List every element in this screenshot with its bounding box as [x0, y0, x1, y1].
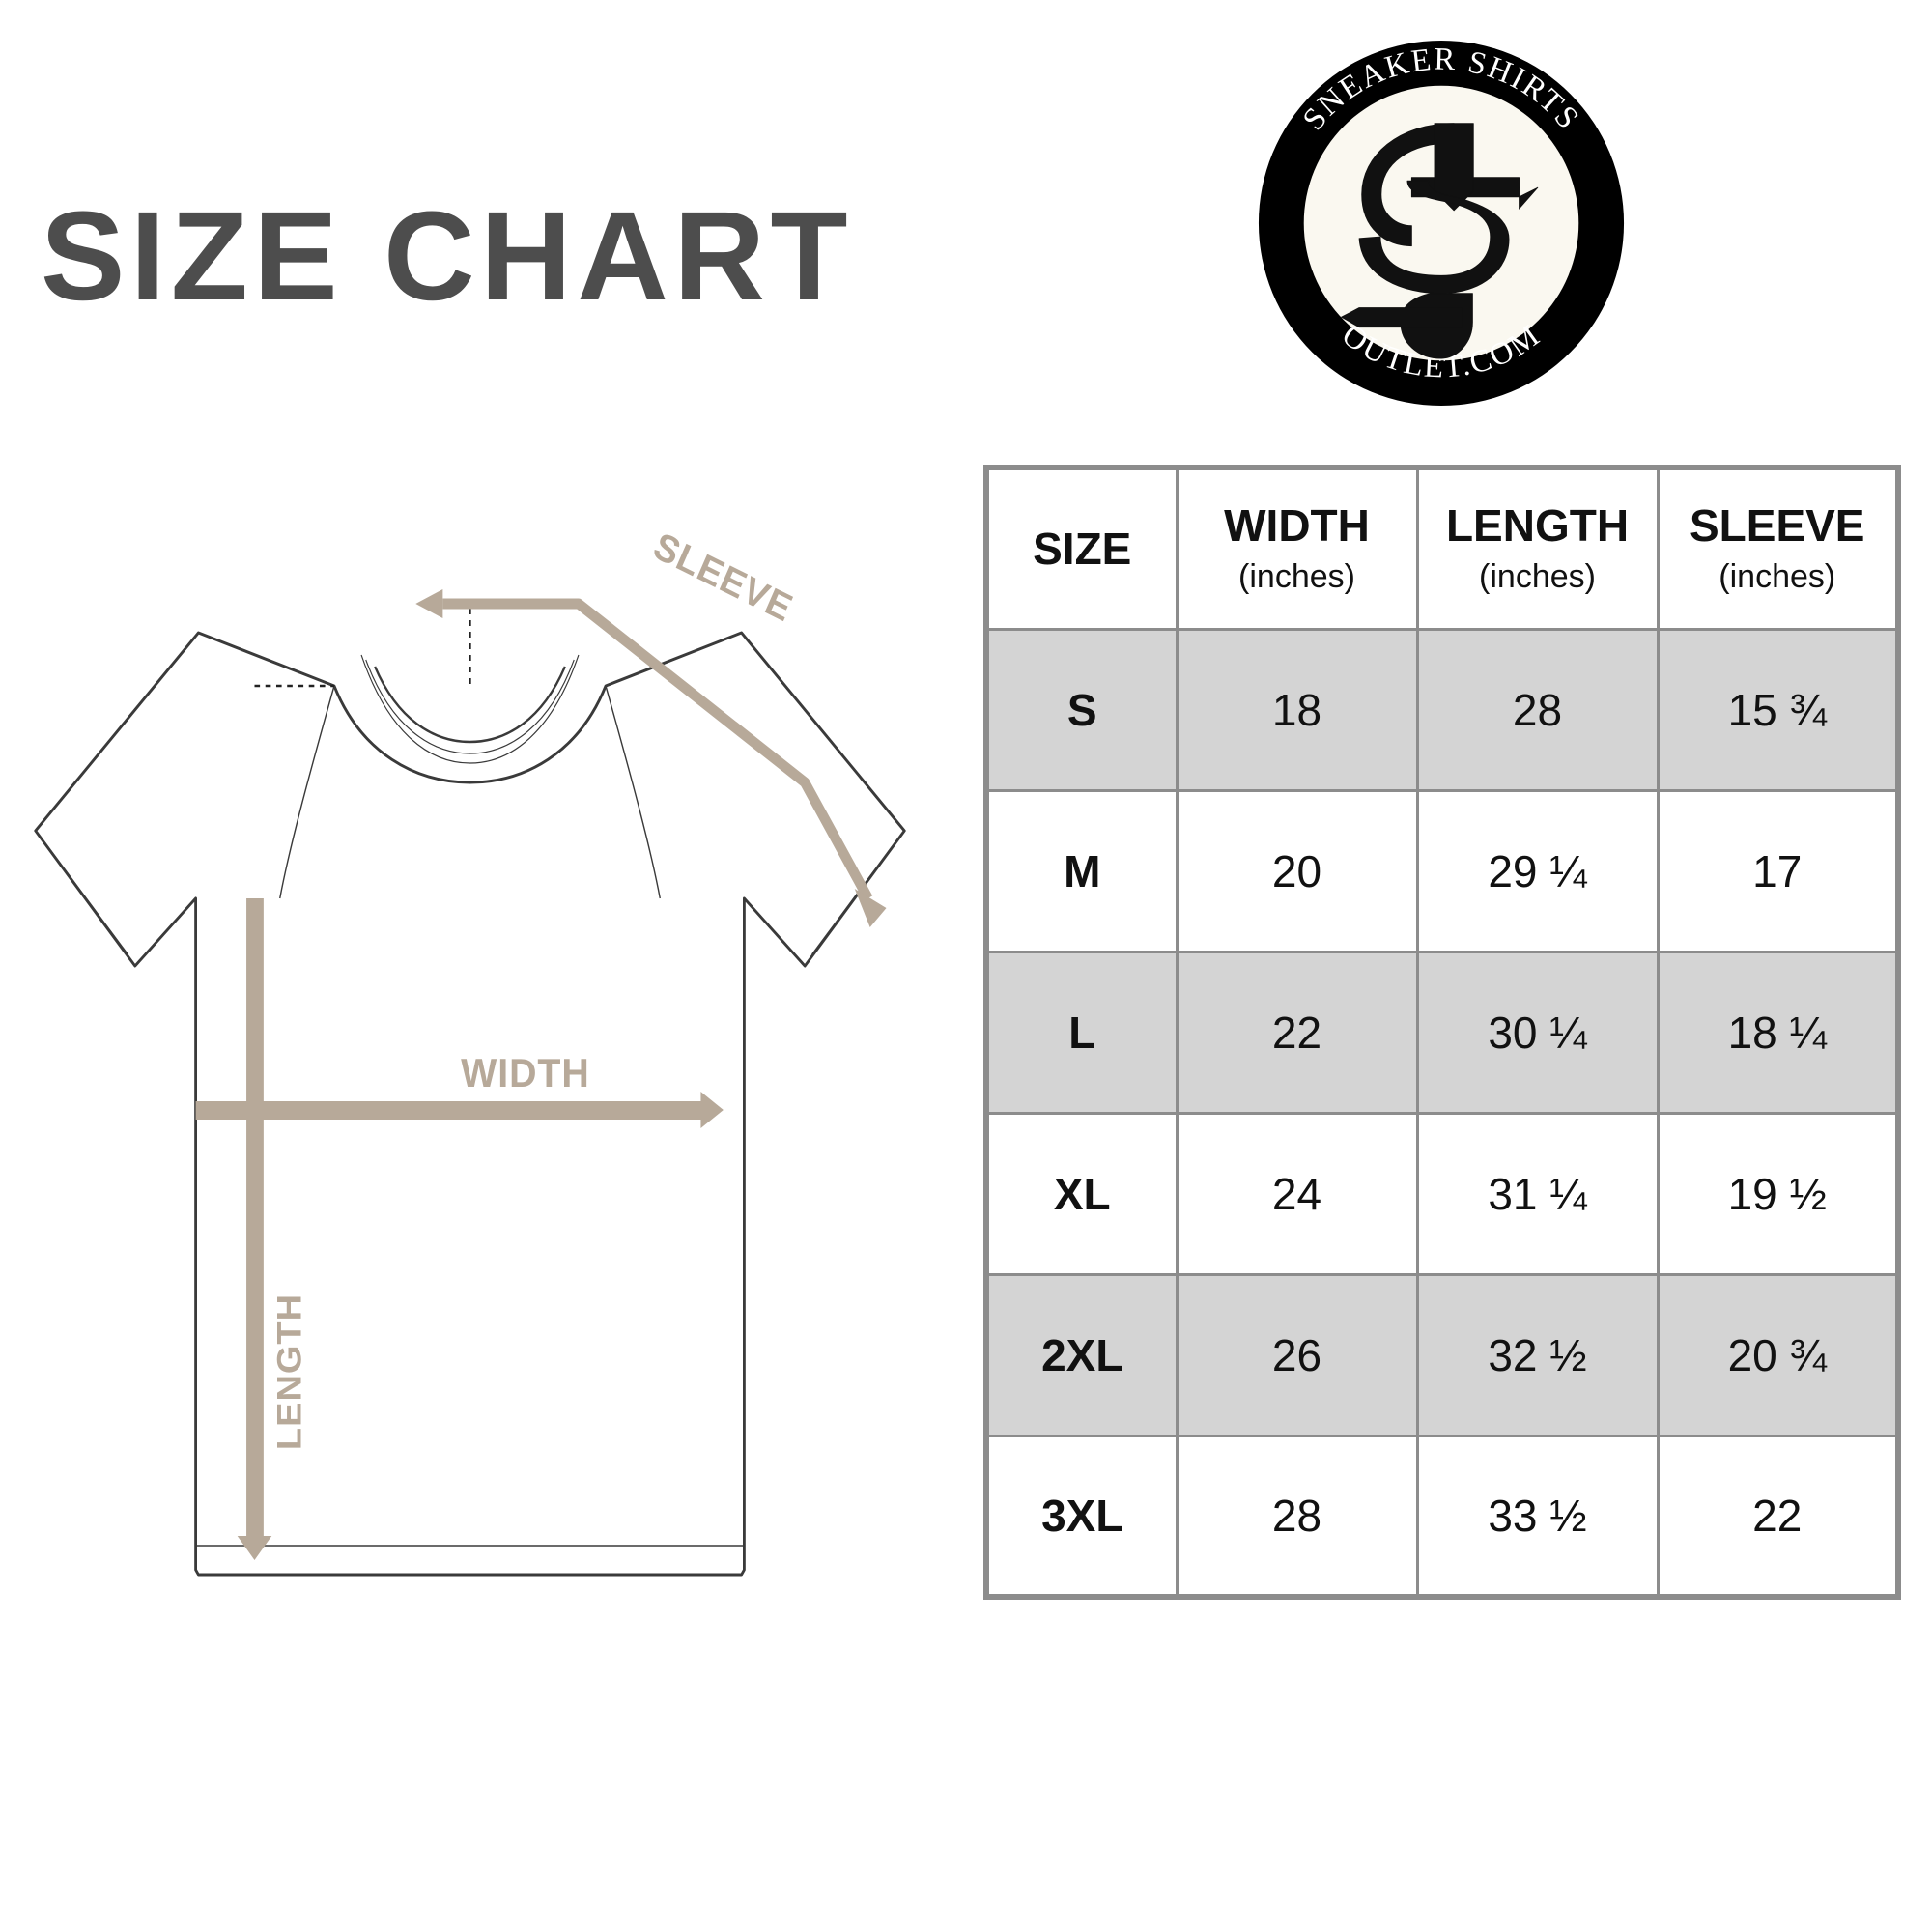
svg-text:LENGTH: LENGTH [270, 1293, 308, 1450]
svg-text:SLEEVE: SLEEVE [647, 525, 799, 630]
svg-text:WIDTH: WIDTH [461, 1050, 590, 1095]
